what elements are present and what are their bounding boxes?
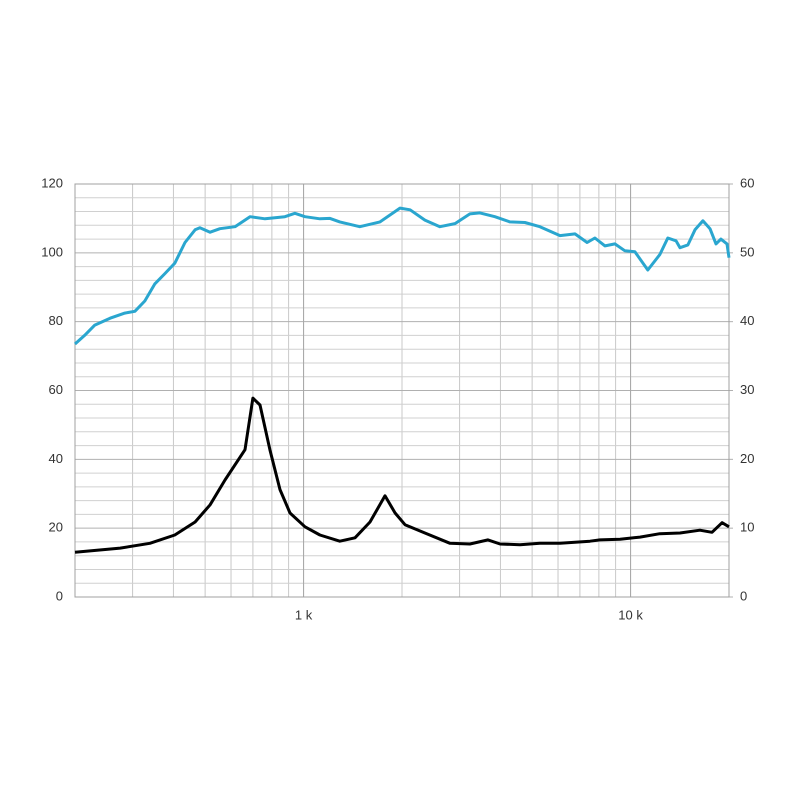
y-tick-label: 40 [49, 451, 63, 466]
y-tick-label: 0 [56, 588, 63, 603]
y2-tick-label: 10 [740, 520, 754, 535]
y-tick-label: 60 [49, 382, 63, 397]
y2-tick-label: 0 [740, 588, 747, 603]
series-line [73, 206, 731, 346]
y2-tick-label: 20 [740, 451, 754, 466]
plot-frame [74, 183, 730, 598]
series-line [74, 396, 730, 554]
y2-tick-label: 50 [740, 244, 754, 259]
x-tick-label: 1 k [295, 607, 313, 622]
y-tick-label: 80 [49, 313, 63, 328]
y-tick-label: 20 [49, 520, 63, 535]
y-tick-label: 100 [41, 244, 63, 259]
y2-tick-label: 30 [740, 382, 754, 397]
y2-tick-label: 60 [740, 175, 754, 190]
y-tick-label: 120 [41, 175, 63, 190]
x-tick-label: 10 k [618, 607, 643, 622]
y2-tick-label: 40 [740, 313, 754, 328]
